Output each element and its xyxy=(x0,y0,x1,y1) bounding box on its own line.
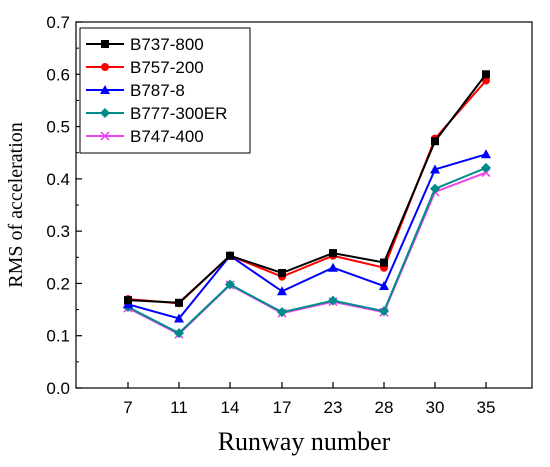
x-tick-label: 7 xyxy=(123,398,132,417)
legend-label: B747-400 xyxy=(130,127,204,146)
data-point xyxy=(175,298,183,307)
y-tick-label: 0.3 xyxy=(46,222,70,241)
x-tick-label: 11 xyxy=(170,398,188,417)
x-tick-label: 23 xyxy=(324,398,343,417)
series-line xyxy=(127,153,487,320)
legend-item: B777-300ER xyxy=(86,104,227,123)
data-point xyxy=(277,286,287,296)
data-point xyxy=(226,251,234,260)
y-tick-label: 0.6 xyxy=(46,65,70,84)
legend-label: B737-800 xyxy=(130,35,204,54)
data-point xyxy=(100,85,110,94)
series-layer xyxy=(123,70,491,339)
legend-label: B787-8 xyxy=(130,81,185,100)
data-point xyxy=(379,281,389,291)
data-point xyxy=(277,307,287,318)
y-tick-label: 0.2 xyxy=(46,274,70,293)
data-point xyxy=(101,63,109,71)
legend-item: B757-200 xyxy=(86,58,204,77)
data-point xyxy=(430,183,440,194)
y-axis: 0.0 0.1 0.2 0.3 0.4 0.5 0.6 0.7 xyxy=(46,13,82,398)
data-point xyxy=(225,279,235,290)
data-point xyxy=(431,137,439,146)
legend: B737-800 B757-200 B787-8 B777-300ER B747-400 xyxy=(79,27,251,154)
data-point xyxy=(278,268,286,277)
series-b737-800 xyxy=(124,70,490,307)
legend-item: B787-8 xyxy=(86,81,185,100)
y-tick-label: 0.5 xyxy=(46,118,70,137)
y-tick-label: 0.4 xyxy=(46,170,70,189)
legend-item: B747-400 xyxy=(86,127,204,146)
data-point xyxy=(174,328,184,339)
legend-label: B757-200 xyxy=(130,58,204,77)
data-point xyxy=(481,149,491,159)
x-tick-label: 30 xyxy=(426,398,445,417)
data-point xyxy=(482,70,490,79)
data-point xyxy=(328,262,338,272)
y-axis-title: RMS of acceleration xyxy=(5,122,27,288)
x-axis: 7 11 14 17 23 28 30 35 xyxy=(123,382,495,417)
y-tick-label: 0.1 xyxy=(46,327,70,346)
data-point xyxy=(430,164,440,174)
y-tick-label: 0.7 xyxy=(46,13,70,32)
x-tick-label: 17 xyxy=(273,398,292,417)
data-point xyxy=(380,258,388,267)
x-tick-label: 28 xyxy=(375,398,394,417)
legend-label: B777-300ER xyxy=(130,104,227,123)
series-b747-400 xyxy=(123,168,491,339)
x-axis-title: Runway number xyxy=(218,427,391,456)
series-line xyxy=(127,166,487,335)
data-point xyxy=(329,249,337,258)
legend-item: B737-800 xyxy=(86,35,204,54)
series-b787-8 xyxy=(123,149,491,323)
y-tick-label: 0.0 xyxy=(46,379,70,398)
data-point xyxy=(124,296,132,305)
series-b777-300er xyxy=(123,162,491,339)
x-tick-label: 35 xyxy=(477,398,496,417)
data-point xyxy=(100,108,110,118)
data-point xyxy=(328,295,338,306)
data-point xyxy=(101,40,109,48)
x-tick-label: 14 xyxy=(221,398,240,417)
data-point xyxy=(481,162,491,173)
data-point xyxy=(100,131,110,141)
data-point xyxy=(379,306,389,317)
series-line xyxy=(127,73,487,304)
data-point xyxy=(174,313,184,323)
